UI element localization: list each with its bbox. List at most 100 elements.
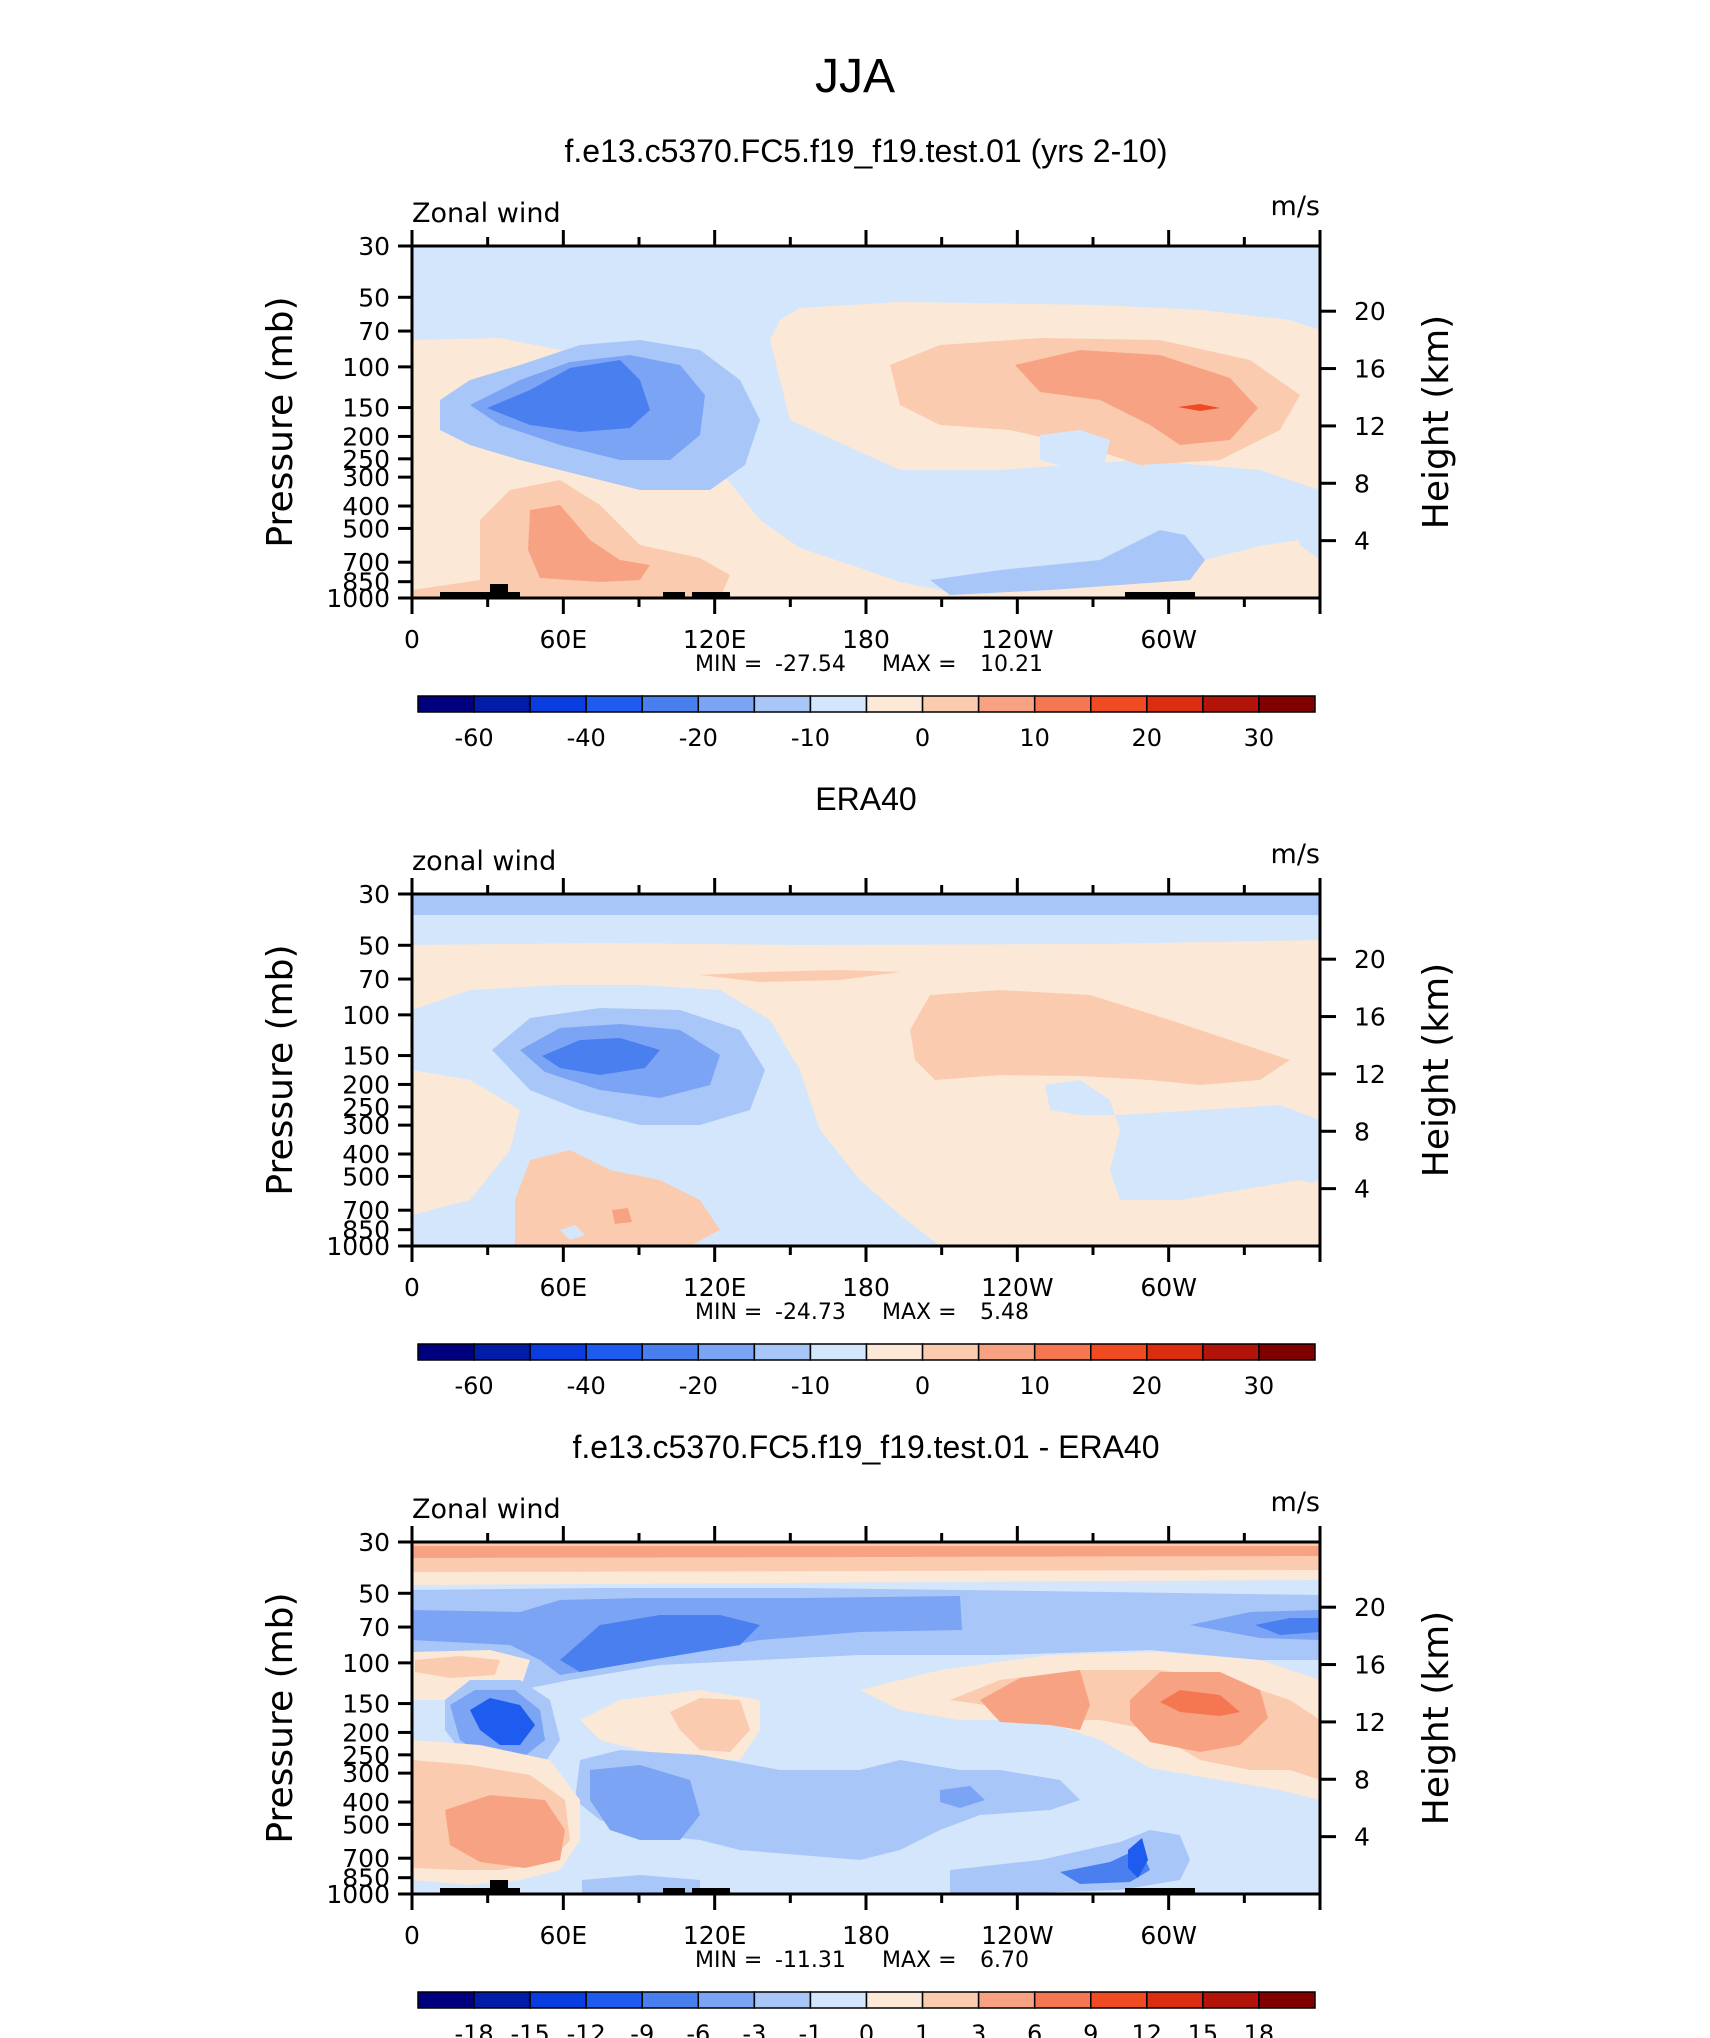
contour-negative-blob-b <box>940 1786 985 1808</box>
colorbar-tick-label: 10 <box>1019 1372 1050 1400</box>
colorbar-swatch <box>417 1343 475 1361</box>
colorbar-tick-label: 20 <box>1132 1372 1163 1400</box>
colorbar-swatch <box>585 695 643 713</box>
x-tick-label: 180 <box>842 1273 890 1302</box>
y-tick-label-pressure: 30 <box>358 1528 390 1557</box>
y-tick-label-height: 4 <box>1354 1175 1370 1204</box>
y-tick-label-pressure: 200 <box>342 422 390 451</box>
topography-bar <box>663 1888 685 1894</box>
y-axis-title-left: Pressure (mb) <box>260 1592 301 1843</box>
y-tick-label-pressure: 100 <box>342 1649 390 1678</box>
contour-20-east-jet <box>1015 350 1258 445</box>
y-tick-label-pressure: 200 <box>342 1718 390 1747</box>
colorbar-swatch <box>1146 1343 1204 1361</box>
topography-bar <box>1125 1888 1195 1894</box>
y-axis-title-right: Height (km) <box>1416 1611 1457 1825</box>
contour-6-east-jet <box>980 1670 1090 1730</box>
contour-field <box>412 1542 1320 1894</box>
y-tick-label-pressure: 700 <box>342 1196 390 1225</box>
colorbar-tick-label: 20 <box>1132 724 1163 752</box>
colorbar-tick-label: -10 <box>791 724 830 752</box>
contour-negative-blob <box>560 1225 585 1240</box>
panel-model: f.e13.c5370.FC5.f19_f19.test.01 (yrs 2-1… <box>260 133 1457 752</box>
colorbar-swatch <box>1033 1343 1092 1361</box>
colorbar-swatch <box>641 1991 700 2009</box>
contour-30-west-core <box>487 360 650 432</box>
y-tick-label-pressure: 1000 <box>326 1232 390 1261</box>
colorbar-swatch <box>1033 1991 1092 2009</box>
colorbar-swatch <box>809 1991 868 2009</box>
colorbar-tick-label: -1 <box>798 2020 822 2038</box>
contour-9-east-jet <box>1160 1690 1240 1716</box>
colorbar-swatch <box>977 1343 1036 1361</box>
units-label: m/s <box>1271 1487 1320 1518</box>
contour-field <box>412 246 1320 598</box>
y-tick-label-pressure: 250 <box>342 445 390 474</box>
colorbar-tick-label: -12 <box>567 2020 606 2038</box>
colorbar-swatch <box>865 1991 924 2009</box>
y-tick-label-pressure: 850 <box>342 1864 390 1893</box>
colorbar-tick-label: -3 <box>742 2020 766 2038</box>
y-tick-label-height: 20 <box>1354 297 1386 326</box>
y-tick-label-pressure: 30 <box>358 232 390 261</box>
x-tick-label: 60E <box>540 625 588 654</box>
y-axis-title-left: Pressure (mb) <box>260 296 301 547</box>
colorbar-tick-label: -60 <box>454 1372 493 1400</box>
y-tick-label-pressure: 50 <box>358 283 390 312</box>
y-tick-label-pressure: 300 <box>342 1111 390 1140</box>
contour-min-core <box>470 1698 535 1745</box>
x-tick-label: 60W <box>1140 1273 1197 1302</box>
contour-negative-fringe <box>1290 495 1320 560</box>
y-tick-label-height: 16 <box>1354 1003 1386 1032</box>
y-tick-label-pressure: 150 <box>342 1690 390 1719</box>
colorbar-tick-label: 0 <box>859 2020 874 2038</box>
colorbar-swatch <box>697 1991 756 2009</box>
colorbar-swatch <box>585 1343 643 1361</box>
x-tick-label: 0 <box>404 625 420 654</box>
colorbar-tick-label: 6 <box>1027 2020 1042 2038</box>
colorbar-swatch <box>753 695 812 713</box>
variable-label: zonal wind <box>412 846 556 877</box>
x-tick-label: 180 <box>842 1921 890 1950</box>
contour-positive-central-inner <box>670 1698 750 1752</box>
y-tick-label-height: 8 <box>1354 1117 1370 1146</box>
x-tick-label: 120E <box>683 625 747 654</box>
contour-negative-surface-core <box>1128 1838 1148 1878</box>
max-label: MAX = <box>882 1948 957 1973</box>
colorbar-swatch <box>1258 695 1316 713</box>
x-tick-label: 0 <box>404 1921 420 1950</box>
y-tick-label-height: 12 <box>1354 412 1386 441</box>
topography-bar <box>440 592 520 598</box>
axis-layer: 0 60E 120E 180 120W 60W3050701001502002503004… <box>260 878 1457 1400</box>
colorbar-tick-label: -20 <box>679 724 718 752</box>
y-tick-label-pressure: 70 <box>358 317 390 346</box>
topography-peak <box>490 1880 508 1890</box>
colorbar-swatch <box>1090 1343 1148 1361</box>
contour-negative-surface-inner <box>1060 1848 1150 1884</box>
colorbar-tick-label: 12 <box>1132 2020 1163 2038</box>
colorbar-swatch <box>417 695 475 713</box>
topography-bar <box>692 592 730 598</box>
contour-negative-strato-inner <box>412 894 1320 915</box>
colorbar-tick-label: -10 <box>791 1372 830 1400</box>
x-tick-label: 60W <box>1140 625 1197 654</box>
y-tick-label-height: 16 <box>1354 355 1386 384</box>
colorbar-tick-label: 18 <box>1244 2020 1275 2038</box>
colorbar-tick-label: 30 <box>1244 724 1275 752</box>
contour-10-east <box>700 970 900 982</box>
y-tick-label-height: 20 <box>1354 945 1386 974</box>
y-tick-label-pressure: 150 <box>342 394 390 423</box>
x-tick-label: 60E <box>540 1921 588 1950</box>
contour-positive-core <box>612 1208 632 1224</box>
panel-title: f.e13.c5370.FC5.f19_f19.test.01 - ERA40 <box>572 1429 1159 1465</box>
max-value: 10.21 <box>980 652 1043 677</box>
colorbar-swatch <box>473 1991 531 2009</box>
y-tick-label-pressure: 850 <box>342 568 390 597</box>
variable-label: Zonal wind <box>412 198 561 229</box>
colorbar-swatch <box>1090 1991 1148 2009</box>
contour-10-east-jet <box>910 990 1290 1085</box>
x-tick-label: 60E <box>540 1273 588 1302</box>
colorbar-swatch <box>585 1991 643 2009</box>
contour-negative-mid <box>575 1750 1080 1860</box>
colorbar-tick-label: -40 <box>567 724 606 752</box>
